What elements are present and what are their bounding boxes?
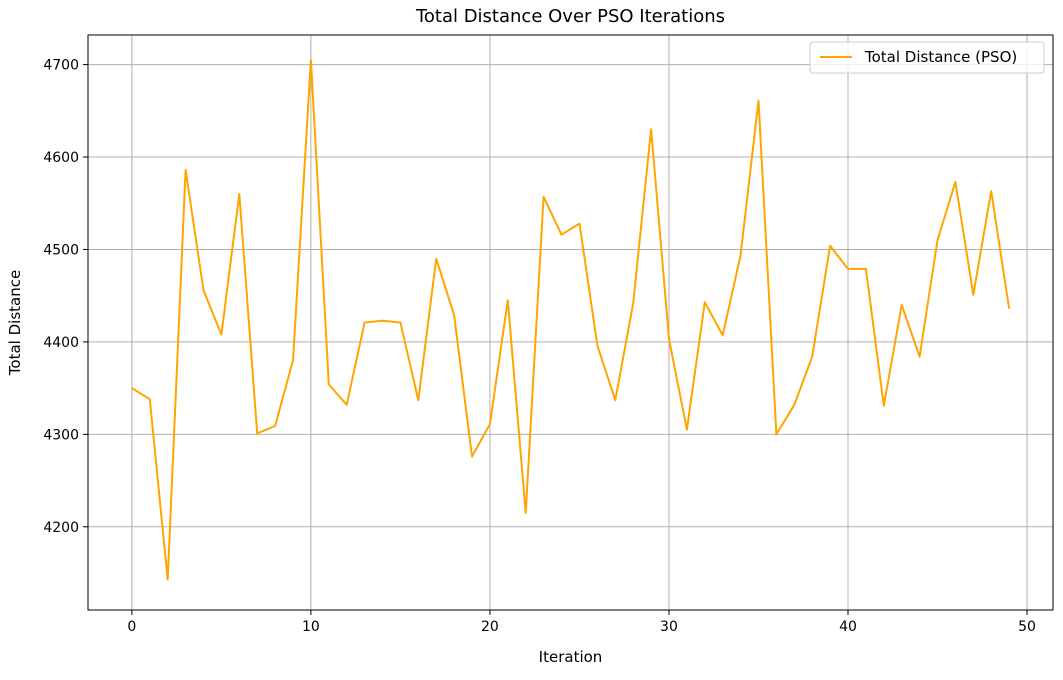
legend: Total Distance (PSO) bbox=[809, 41, 1045, 74]
y-tick-label: 4300 bbox=[43, 427, 79, 443]
x-tick-label: 10 bbox=[302, 619, 320, 635]
y-axis-ticks: 4200 4300 4400 4500 4600 4700 bbox=[43, 58, 88, 536]
plot-area-frame bbox=[87, 34, 1054, 611]
y-tick-label: 4500 bbox=[43, 242, 79, 258]
x-tick-label: 30 bbox=[660, 619, 678, 635]
x-axis-ticks: 0 10 20 30 40 50 bbox=[127, 610, 1036, 635]
x-axis-label: Iteration bbox=[539, 648, 603, 666]
y-tick-label: 4700 bbox=[43, 58, 79, 74]
grid bbox=[88, 35, 1053, 610]
y-tick-label: 4400 bbox=[43, 335, 79, 351]
y-axis-label: Total Distance bbox=[6, 270, 24, 376]
series-line bbox=[131, 59, 1011, 581]
x-tick-label: 50 bbox=[1018, 619, 1036, 635]
y-tick-label: 4200 bbox=[43, 520, 79, 536]
legend-box bbox=[809, 41, 1045, 74]
x-tick-label: 0 bbox=[127, 619, 136, 635]
series-layer bbox=[131, 59, 1011, 581]
chart-title: Total Distance Over PSO Iterations bbox=[415, 6, 725, 27]
legend-label: Total Distance (PSO) bbox=[864, 48, 1017, 66]
x-tick-label: 20 bbox=[481, 619, 499, 635]
y-tick-label: 4600 bbox=[43, 150, 79, 166]
x-tick-label: 40 bbox=[839, 619, 857, 635]
